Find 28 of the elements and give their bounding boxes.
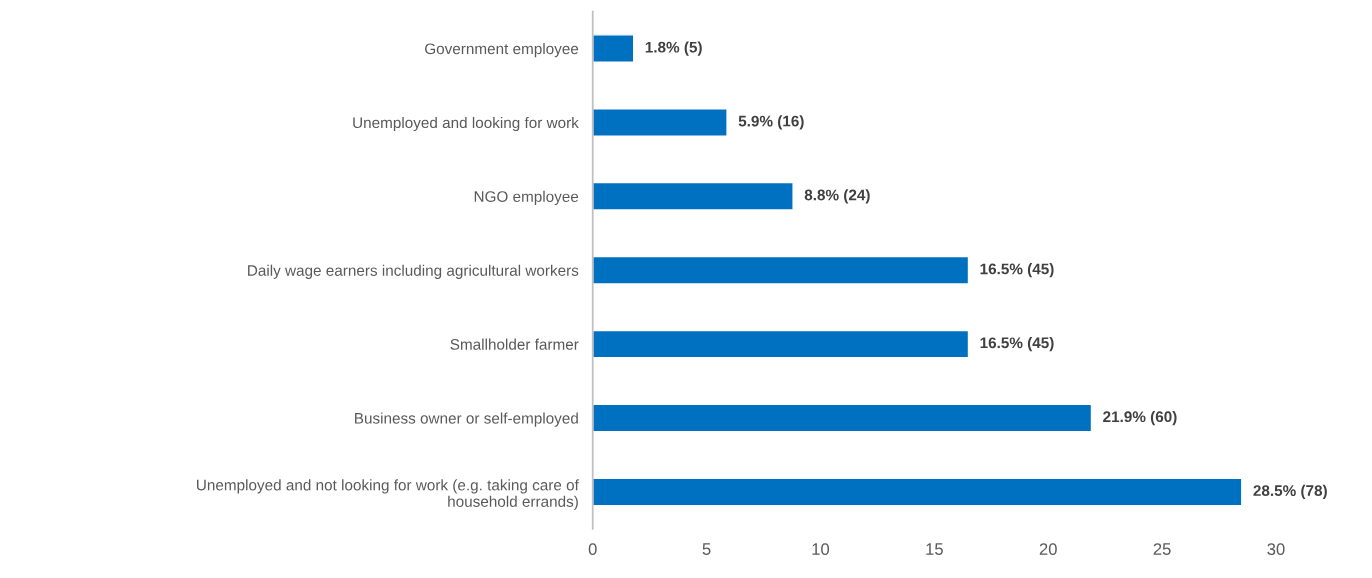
x-tick-label: 30 bbox=[1267, 543, 1285, 555]
y-tick-label: Smallholder farmer bbox=[450, 338, 579, 350]
y-tick-label: Unemployed and not looking for work (e.g. taking care of household errands) bbox=[197, 479, 579, 510]
data-label: 1.8% (5) bbox=[645, 41, 702, 56]
data-label: 16.5% (45) bbox=[980, 263, 1054, 278]
bar bbox=[592, 329, 970, 359]
data-label: 16.5% (45) bbox=[980, 337, 1054, 352]
bar bbox=[592, 34, 635, 63]
bar bbox=[592, 255, 970, 285]
y-tick-label: Business owner or self-employed bbox=[355, 412, 578, 427]
data-label: 21.9% (60) bbox=[1103, 410, 1177, 426]
data-label: 5.9% (16) bbox=[738, 115, 804, 130]
y-tick-label: NGO employee bbox=[474, 190, 579, 206]
data-label: 28.5% (78) bbox=[1253, 484, 1327, 500]
y-tick-label: Daily wage earners including agricultural workers bbox=[248, 264, 579, 279]
bar bbox=[592, 477, 1243, 507]
x-tick-label: 15 bbox=[926, 543, 943, 555]
x-tick-label: 20 bbox=[1039, 543, 1057, 555]
x-tick-label: 5 bbox=[702, 543, 711, 555]
x-tick-label: 0 bbox=[588, 543, 597, 555]
x-tick-label: 10 bbox=[812, 543, 830, 555]
bar bbox=[592, 403, 1093, 433]
data-label: 8.8% (24) bbox=[804, 189, 870, 204]
x-tick-label: 25 bbox=[1153, 543, 1171, 555]
bar bbox=[592, 108, 728, 137]
y-tick-label: Government employee bbox=[425, 42, 579, 58]
bar bbox=[592, 181, 794, 211]
y-tick-label: Unemployed and looking for work bbox=[353, 116, 579, 132]
